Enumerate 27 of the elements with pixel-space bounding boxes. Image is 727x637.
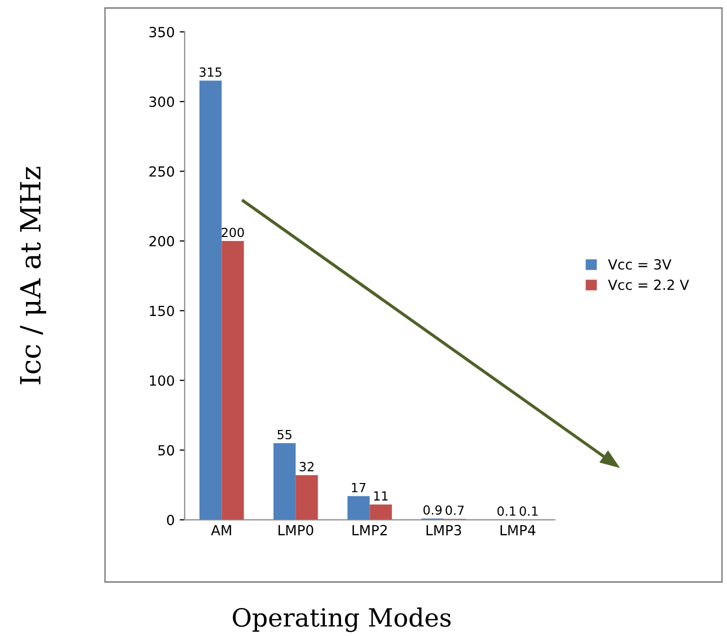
y-tick-label: 300 <box>149 96 174 108</box>
data-label: 0.7 <box>446 506 464 516</box>
data-label: 0.1 <box>497 506 516 516</box>
data-label: 32 <box>300 462 314 472</box>
x-tick-label: AM <box>211 525 232 536</box>
x-tick-label: LMP2 <box>352 524 387 536</box>
data-label: 0.9 <box>423 505 442 515</box>
data-label: 315 <box>200 67 222 77</box>
y-tick-label: 200 <box>149 236 174 246</box>
y-tick-label: 150 <box>150 306 174 316</box>
data-label: 200 <box>222 228 244 238</box>
data-label: 17 <box>352 482 366 492</box>
data-label: 0.1 <box>520 506 538 516</box>
y-tick-label: 250 <box>149 166 174 177</box>
x-tick-label: LMP3 <box>426 524 462 536</box>
legend-label: Vcc = 3V <box>608 259 672 270</box>
legend-label: Vcc = 2.2 V <box>608 280 690 290</box>
x-tick-label: LMP4 <box>500 525 536 536</box>
data-label: 55 <box>278 430 292 440</box>
data-label: 11 <box>374 491 388 500</box>
x-axis-title: Operating Modes <box>232 608 451 632</box>
x-tick-label: LMP0 <box>278 524 314 536</box>
y-tick-label: 0 <box>167 514 174 526</box>
y-tick-label: 50 <box>158 445 174 456</box>
y-tick-label: 100 <box>150 375 174 386</box>
y-tick-label: 350 <box>149 26 174 38</box>
y-axis-title: Icc / μA at MHz <box>20 166 46 384</box>
